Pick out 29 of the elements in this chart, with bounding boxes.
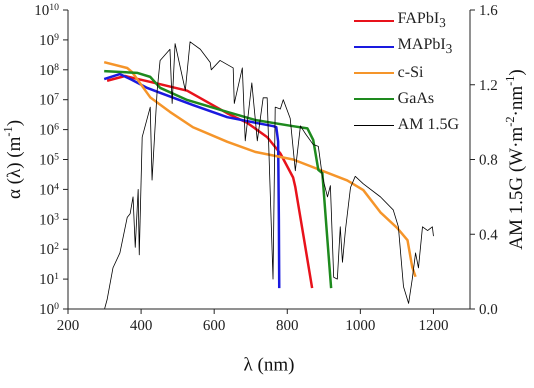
legend-label: MAPbI$_{3}$ <box>398 36 452 58</box>
y-tick-label: 10$^{3}$ <box>39 210 60 228</box>
x-tick-label: 200 <box>56 318 80 334</box>
y2-tick-label: 0.0 <box>479 302 498 318</box>
y2-tick-label: 0.8 <box>479 152 498 168</box>
x-tick-label: 1000 <box>345 318 376 334</box>
legend-label: FAPbI$_{3}$ <box>398 10 446 32</box>
legend-label: GaAs <box>398 90 434 108</box>
y-tick-label: 10$^{5}$ <box>39 151 60 168</box>
y-tick-label: 10$^{7}$ <box>39 91 60 109</box>
y-tick-label: 10$^{10}$ <box>34 2 60 19</box>
y-tick-label: 10$^{4}$ <box>39 180 60 198</box>
y-tick-label: 10$^{0}$ <box>39 300 60 318</box>
y-tick-label: 10$^{9}$ <box>39 31 60 49</box>
x-tick-label: 600 <box>202 318 226 334</box>
y2-tick-label: 1.6 <box>479 3 498 19</box>
y-tick-label: 10$^{8}$ <box>39 61 60 79</box>
x-tick-label: 800 <box>276 318 299 334</box>
y-tick-label: 10$^{1}$ <box>39 270 60 288</box>
y2-tick-label: 1.2 <box>479 78 498 94</box>
y-tick-label: 10$^{2}$ <box>39 240 60 258</box>
x-axis-title: λ (nm) <box>244 354 294 376</box>
line-series <box>102 72 280 290</box>
y-tick-label: 10$^{6}$ <box>39 121 60 139</box>
x-tick-label: 400 <box>130 318 152 334</box>
y2-tick-label: 0.4 <box>479 227 498 244</box>
x-tick-label: 1200 <box>418 318 448 334</box>
legend-label: AM 1.5G <box>398 116 459 134</box>
legend-label: c-Si <box>398 64 424 82</box>
